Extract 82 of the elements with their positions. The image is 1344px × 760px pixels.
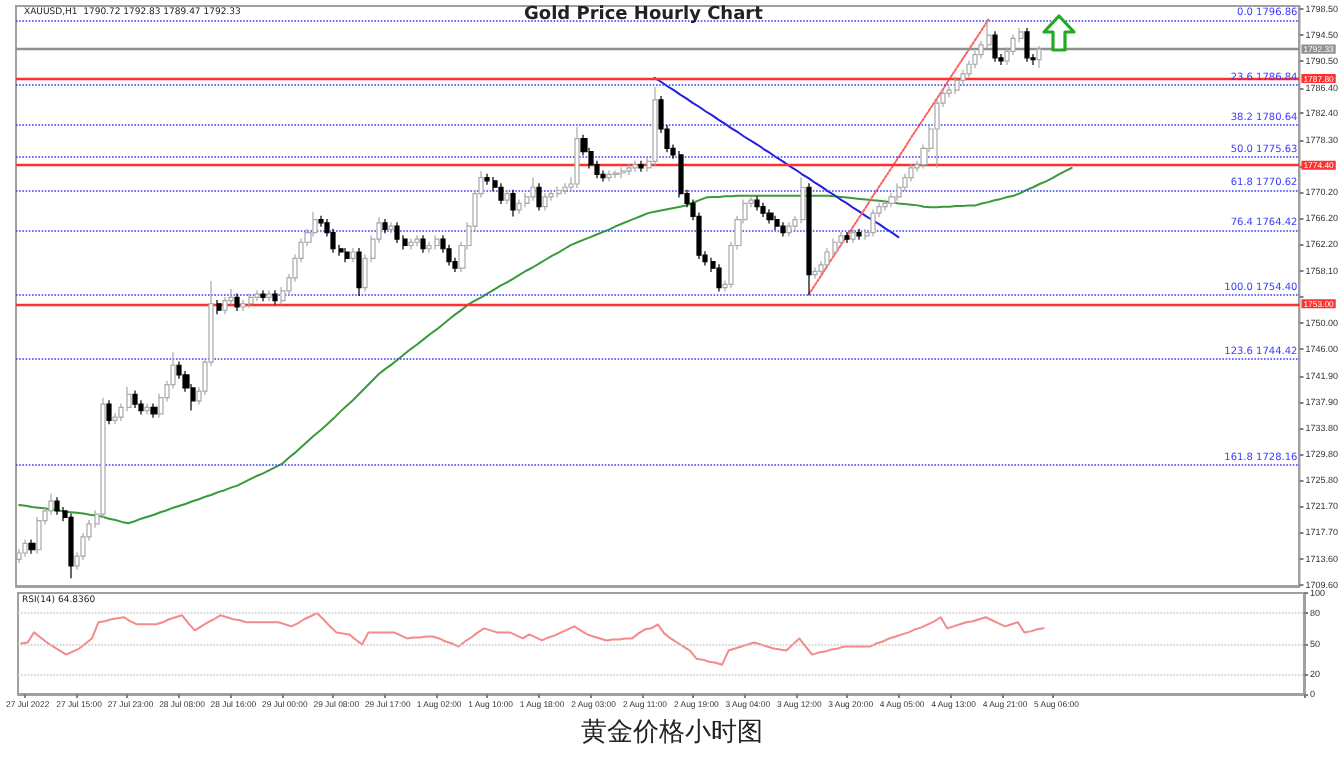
candlestick — [344, 247, 350, 263]
candlestick — [426, 241, 432, 254]
candlestick — [228, 288, 234, 306]
candlestick — [780, 221, 786, 238]
candlestick — [216, 299, 222, 315]
candlestick — [138, 399, 144, 416]
candlestick — [754, 195, 760, 212]
candlestick — [600, 169, 606, 183]
candlestick — [638, 160, 644, 173]
candlestick — [626, 163, 632, 176]
line-series — [653, 76, 900, 239]
candlestick — [240, 299, 246, 312]
candlestick — [260, 289, 266, 302]
candlestick — [574, 126, 580, 189]
candlestick — [382, 218, 388, 234]
candlestick — [1036, 45, 1042, 69]
candlestick — [556, 186, 562, 199]
candlestick — [760, 202, 766, 218]
candlestick — [394, 221, 400, 244]
candlestick — [678, 150, 684, 199]
candlestick — [766, 208, 774, 225]
chart-title: Gold Price Hourly Chart — [524, 5, 765, 25]
candlestick — [966, 59, 972, 79]
candlestick — [562, 182, 568, 195]
line-series — [20, 612, 1045, 666]
candlestick — [786, 221, 792, 238]
candlestick — [54, 496, 60, 516]
candlestick — [434, 234, 440, 250]
candlestick — [882, 198, 888, 212]
candlestick — [498, 182, 504, 205]
candlestick — [530, 176, 536, 202]
candlestick — [844, 231, 850, 244]
candlestick — [652, 86, 658, 166]
candlestick — [22, 538, 28, 558]
candlestick — [68, 512, 74, 579]
candlestick — [144, 402, 150, 416]
candlestick — [222, 296, 228, 315]
candlestick — [106, 399, 112, 425]
candlestick — [992, 30, 998, 63]
candlestick — [248, 292, 254, 309]
candlestick — [870, 208, 876, 238]
candlestick — [774, 215, 780, 231]
candlestick — [934, 98, 940, 169]
candlestick — [536, 182, 542, 212]
candlestick — [408, 237, 414, 250]
candlestick — [896, 182, 902, 202]
candlestick — [606, 169, 612, 183]
candlestick — [150, 402, 158, 419]
candlestick — [388, 221, 394, 234]
candlestick — [800, 176, 806, 225]
candlestick — [510, 189, 516, 217]
line-series — [807, 18, 990, 296]
candlestick — [806, 182, 812, 296]
candlestick — [312, 211, 318, 238]
candlestick — [1024, 27, 1030, 63]
candlestick — [132, 389, 138, 409]
candlestick — [234, 292, 240, 312]
candlestick — [414, 234, 420, 247]
candlestick — [266, 289, 272, 302]
text: 黄金价格小时图 — [581, 718, 763, 748]
candlestick — [954, 75, 960, 95]
candlestick — [28, 538, 36, 555]
candlestick — [356, 247, 362, 297]
candlestick — [318, 215, 324, 228]
candlestick — [716, 263, 722, 293]
candlestick — [420, 234, 426, 254]
candlestick — [272, 289, 278, 306]
candlestick — [612, 169, 620, 179]
line-series — [18, 166, 1073, 525]
candlestick — [632, 160, 638, 173]
candlestick — [254, 289, 260, 302]
candlestick — [620, 166, 626, 179]
candlestick — [986, 19, 992, 50]
candlestick — [484, 173, 490, 186]
candlestick — [856, 228, 862, 241]
candlestick — [908, 163, 914, 183]
candlestick — [542, 192, 548, 212]
candlestick — [812, 266, 818, 280]
candlestick — [350, 247, 356, 263]
candlestick — [504, 189, 510, 205]
candlestick — [850, 228, 856, 244]
candlestick — [516, 198, 522, 215]
